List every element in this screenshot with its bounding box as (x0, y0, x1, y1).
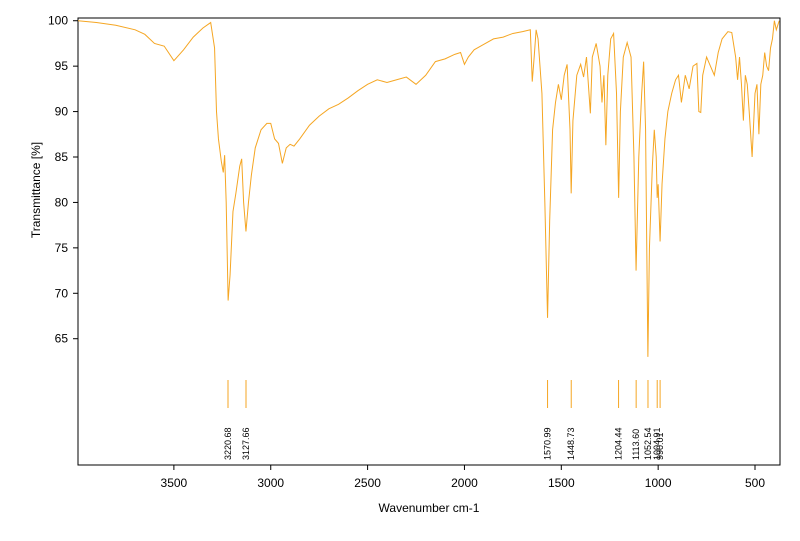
y-tick-label: 80 (55, 195, 69, 209)
x-tick-label: 2000 (451, 476, 478, 490)
peak-label: 1052.54 (643, 427, 653, 460)
x-tick-label: 1500 (548, 476, 575, 490)
peak-label: 1448.73 (566, 427, 576, 460)
peak-label: 1570.99 (543, 427, 553, 460)
y-axis-label: Transmittance [%] (29, 142, 43, 238)
y-tick-label: 90 (55, 105, 69, 119)
peak-label: 3127.66 (241, 427, 251, 460)
peak-label: 3220.68 (223, 427, 233, 460)
x-tick-label: 3000 (257, 476, 284, 490)
y-tick-label: 65 (55, 332, 69, 346)
y-tick-label: 100 (48, 14, 68, 28)
peak-label: 1204.44 (614, 427, 624, 460)
peak-label: 1004.91 (652, 427, 662, 460)
y-tick-label: 70 (55, 286, 69, 300)
x-tick-label: 500 (745, 476, 765, 490)
x-axis-label: Wavenumber cm-1 (379, 501, 480, 515)
spectrum-line (77, 20, 780, 357)
y-tick-label: 85 (55, 150, 69, 164)
x-tick-label: 3500 (161, 476, 188, 490)
peak-label: 990.01 (655, 432, 665, 460)
y-tick-label: 75 (55, 241, 69, 255)
x-tick-label: 1000 (645, 476, 672, 490)
y-tick-label: 95 (55, 59, 69, 73)
plot-frame (77, 17, 781, 466)
x-tick-label: 2500 (354, 476, 381, 490)
peak-label: 1113.60 (631, 429, 641, 460)
